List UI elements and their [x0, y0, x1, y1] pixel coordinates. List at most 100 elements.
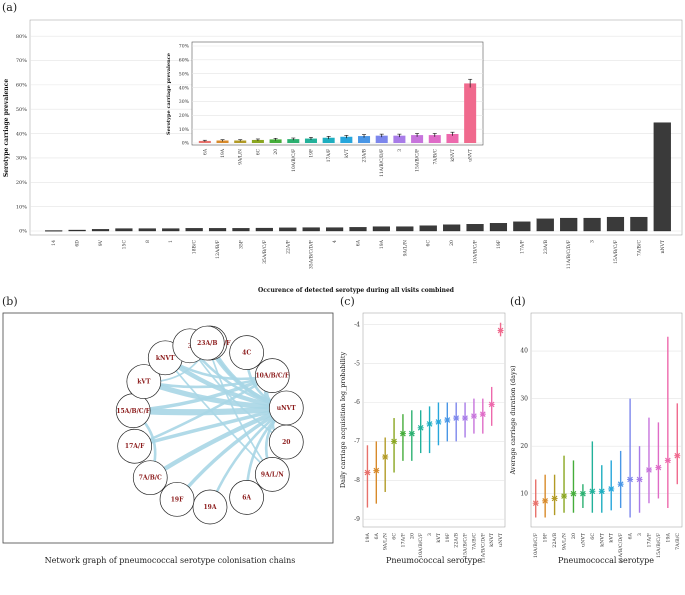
d-xtick-label: 19A: [665, 532, 671, 542]
a-bar: [208, 228, 227, 232]
d-ytick-label: 20: [520, 443, 528, 450]
c-xtick-label: 9A/L/N: [383, 533, 389, 550]
network-node-circle: [254, 456, 290, 492]
d-point: [674, 452, 681, 459]
d-point: [570, 490, 577, 497]
a-bar: [443, 224, 461, 232]
d-xtick-label: 3: [637, 533, 643, 536]
a-xtick-label: 17A/F: [519, 240, 525, 254]
a-bar: [583, 217, 601, 232]
inset-bar: [269, 139, 282, 143]
network-node-label: 17A/F: [125, 443, 145, 450]
a-bar: [489, 223, 508, 232]
a-bar: [68, 229, 86, 232]
network-edge: [133, 374, 274, 448]
network-node: 19A: [192, 489, 228, 525]
a-ytick-label: 50%: [16, 107, 27, 113]
panel-a-xlabel: Occurence of detected serotype during al…: [258, 287, 455, 294]
a-bar: [232, 228, 250, 232]
d-point: [551, 495, 558, 502]
d-ytick-label: 10: [520, 490, 528, 497]
inset-bar: [251, 139, 264, 143]
inset-xtick-label: 19F: [309, 149, 314, 158]
inset-ytick-label: 0%: [182, 141, 190, 147]
c-ytick-label: -5: [354, 360, 360, 367]
d-point: [561, 493, 568, 499]
a-bar: [606, 216, 625, 232]
c-xtick-label: 19F: [445, 532, 451, 542]
a-xtick-label: 19A: [379, 239, 385, 249]
inset-bar: [428, 135, 441, 143]
a-bar: [162, 228, 180, 232]
d-point: [579, 490, 586, 497]
network-node-label: 7A/B/C: [139, 475, 162, 482]
network-node-label: uNVT: [277, 405, 297, 412]
d-xtick-label: 20: [571, 533, 577, 539]
a-xtick-label: 9V: [98, 239, 104, 246]
d-xtick-label: uNVT: [580, 532, 586, 547]
a-bar: [419, 225, 437, 232]
a-ytick-label: 10%: [16, 204, 27, 210]
panel-label-d: (d): [510, 295, 526, 308]
network-node-label: 20: [282, 439, 290, 446]
a-xtick-label: 22A/F: [285, 240, 291, 254]
network-node-circle: [126, 364, 162, 399]
c-xtick-label: 11A/B/C/D/F: [480, 532, 486, 563]
network-node-circle: [268, 424, 304, 460]
inset-bar: [304, 138, 317, 143]
panel-d-plot-area: [530, 312, 683, 528]
c-point: [408, 430, 415, 437]
a-bar: [513, 221, 531, 232]
panel-label-b: (b): [2, 295, 18, 308]
inset-xtick-label: 6C: [256, 148, 261, 155]
a-bar: [45, 230, 63, 232]
d-xtick-label: 6C: [590, 533, 596, 540]
a-xtick-label: 4: [332, 240, 338, 243]
a-xtick-label: 12A/B/F: [215, 240, 221, 259]
d-xtick-label: 9A/L/N: [562, 533, 568, 550]
d-xtick-label: 15A/B/C/F: [656, 532, 662, 558]
c-point: [391, 438, 398, 445]
d-point: [608, 486, 615, 492]
a-bar: [372, 226, 390, 232]
a-xtick-label: 15A/B/C/F: [613, 240, 619, 264]
d-xtick-label: 17A/F: [646, 532, 652, 547]
network-node: kVT: [126, 364, 162, 399]
d-xtick-label: kVT: [609, 532, 615, 542]
network-node: 7A/B/C: [132, 460, 168, 496]
c-ytick-label: -7: [354, 438, 360, 445]
inset-ylabel: Serotype carriage prevalence: [166, 53, 172, 135]
a-bar: [630, 216, 648, 232]
network-node-label: kVT: [137, 379, 151, 386]
a-bar: [466, 224, 484, 232]
a-xtick-label: 9A/L/N: [402, 240, 408, 256]
a-bar: [396, 226, 414, 232]
network-node-circle: [229, 335, 264, 370]
a-ytick-label: 30%: [16, 156, 27, 162]
c-xtick-label: 22A/B: [454, 533, 460, 548]
c-xtick-label: 6C: [392, 533, 398, 540]
network-node: 20: [268, 424, 304, 460]
c-point: [417, 424, 424, 431]
c-ytick-label: -4: [354, 321, 360, 328]
c-point: [462, 415, 469, 421]
network-node-circle: [132, 460, 168, 496]
a-xtick-label: 15C: [121, 240, 127, 250]
d-point: [664, 457, 671, 464]
inset-bar: [216, 140, 229, 143]
a-bar: [326, 227, 344, 232]
d-xtick-label: 11A/B/C/D/F: [618, 532, 624, 563]
network-node-label: 9A/L/N: [261, 471, 284, 478]
network-node-label: 23A/B: [197, 340, 217, 347]
a-xtick-label: 11A/B/C/D/F: [566, 240, 572, 269]
network-node-circle: [192, 489, 228, 525]
d-xtick-label: 22A/B: [552, 533, 558, 548]
panel-b-network: 11A/B/C/D/F4C10A/B/C/FuNVT209A/L/N6A19A1…: [2, 312, 334, 565]
inset-ytick-label: 40%: [179, 85, 190, 91]
inset-ytick-label: 20%: [179, 113, 190, 119]
network-node-circle: [254, 358, 290, 394]
a-xtick-label: 6C: [426, 240, 432, 247]
panel-label-a: (a): [2, 1, 17, 14]
c-point: [497, 327, 504, 334]
